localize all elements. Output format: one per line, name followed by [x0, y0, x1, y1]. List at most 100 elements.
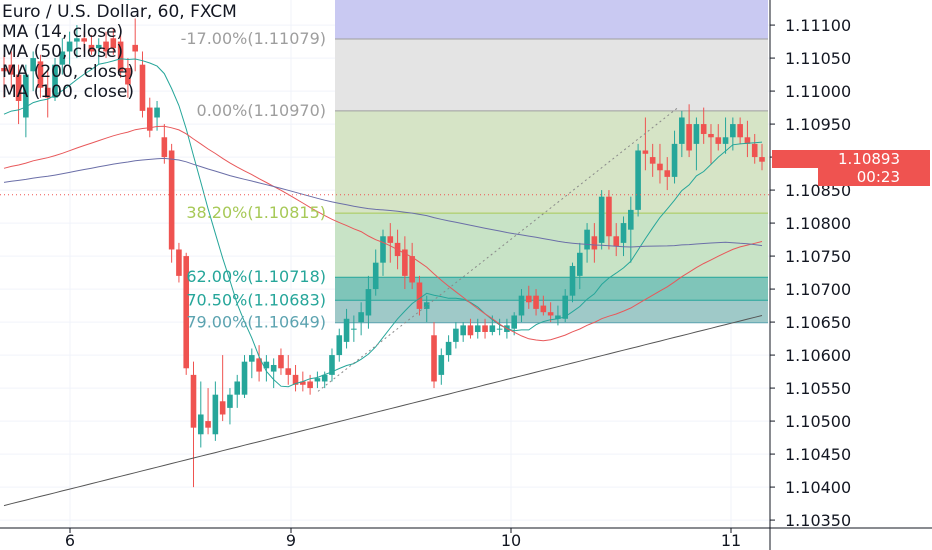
candle-body: [343, 318, 350, 342]
candle-body: [219, 401, 226, 415]
candle-body: [95, 44, 102, 49]
fib-extension-label: -17.00%(1.11079): [181, 29, 326, 48]
candle-body: [227, 394, 233, 408]
time-tick-label: 10: [501, 531, 521, 550]
candle-body: [649, 157, 656, 164]
candle-body: [759, 157, 765, 162]
candle-body: [387, 236, 394, 243]
candle-body: [125, 67, 131, 85]
candle-body: [708, 133, 714, 138]
candle-body: [256, 358, 262, 372]
candle-body: [402, 249, 408, 276]
candle-body: [751, 143, 758, 158]
candle-body: [511, 315, 517, 329]
candle-body: [15, 74, 22, 101]
price-tick-label: 1.10950: [785, 115, 851, 134]
candle-body: [635, 150, 641, 210]
candle-body: [88, 44, 95, 52]
candle-body: [132, 44, 138, 52]
candle-body: [423, 302, 430, 309]
candle-body: [482, 325, 488, 332]
candle-body: [249, 355, 255, 362]
fib-zone-79: [335, 300, 768, 323]
candle-body: [540, 305, 547, 313]
price-tick-label: 1.10450: [785, 445, 851, 464]
candle-body: [365, 289, 372, 316]
fib-level-label: 70.50%(1.10683): [186, 290, 326, 309]
price-tick-label: 1.10700: [785, 280, 851, 299]
candle-body: [263, 361, 270, 369]
price-tick-label: 1.11050: [785, 49, 851, 68]
candle-body: [576, 252, 583, 276]
fib-zone-705: [335, 277, 768, 301]
candle-body: [37, 61, 44, 88]
candle-body: [438, 355, 445, 375]
candle-body: [613, 236, 620, 247]
ma-200-line: [3, 315, 763, 507]
last-price-tag: 1.10893: [772, 150, 930, 168]
candle-body: [547, 312, 554, 316]
ma-50-line: [3, 125, 763, 342]
candle-body: [584, 229, 590, 250]
price-tick-label: 1.11100: [785, 16, 851, 35]
candle-body: [460, 325, 466, 336]
candle-body: [642, 150, 649, 154]
time-tick-label: 9: [286, 531, 296, 550]
candle-body: [686, 124, 692, 151]
candle-body: [336, 335, 343, 356]
candle-body: [715, 137, 722, 144]
candle-body: [555, 315, 561, 319]
price-tick-label: 1.10600: [785, 346, 851, 365]
candle-body: [518, 295, 525, 316]
candle-body: [628, 209, 634, 230]
candle-body: [693, 124, 700, 144]
candle-body: [525, 295, 532, 303]
candle-body: [278, 355, 284, 369]
candle-body: [8, 64, 15, 75]
countdown-tag: 00:23: [818, 168, 930, 186]
candle-body: [190, 374, 197, 428]
last-price-label: 1.10893: [837, 150, 900, 168]
fib-zone-0: [335, 38, 768, 111]
fib-level-label: 0.00%(1.10970): [197, 101, 326, 120]
candle-body: [161, 137, 168, 158]
candle-body: [372, 262, 379, 290]
price-tick-label: 1.10750: [785, 247, 851, 266]
candle-body: [380, 236, 386, 263]
candle-body: [351, 328, 357, 330]
candle-body: [598, 196, 605, 243]
candle-body: [744, 137, 751, 144]
candle-body: [59, 51, 66, 65]
price-tick-label: 1.11000: [785, 82, 851, 101]
candle-body: [431, 335, 437, 382]
candle-body: [176, 249, 182, 276]
candle-body: [234, 381, 241, 395]
candle-body: [474, 325, 481, 332]
candle-body: [700, 124, 707, 134]
fib-zone-top: [335, 0, 768, 39]
candle-body: [620, 223, 627, 243]
candle-body: [329, 355, 335, 375]
candle-body: [23, 74, 29, 118]
candle-body: [66, 41, 73, 52]
candle-body: [183, 256, 190, 369]
countdown-label: 00:23: [856, 168, 900, 186]
price-tick-label: 1.10400: [785, 478, 851, 497]
candle-body: [489, 325, 496, 332]
candle-body: [445, 341, 452, 356]
candle-body: [168, 150, 175, 250]
price-tick-label: 1.10800: [785, 214, 851, 233]
candle-body: [358, 312, 364, 323]
candle-body: [314, 378, 321, 382]
candle-body: [416, 282, 423, 309]
candle-body: [146, 107, 153, 131]
time-tick-label: 6: [65, 531, 75, 550]
candle-body: [117, 41, 124, 72]
candle-body: [679, 117, 685, 144]
fib-trend-line: [317, 107, 679, 392]
candle-body: [300, 381, 306, 385]
price-tick-label: 1.10650: [785, 313, 851, 332]
candle-body: [81, 38, 87, 42]
fib-level-label: 62.00%(1.10718): [186, 267, 326, 286]
